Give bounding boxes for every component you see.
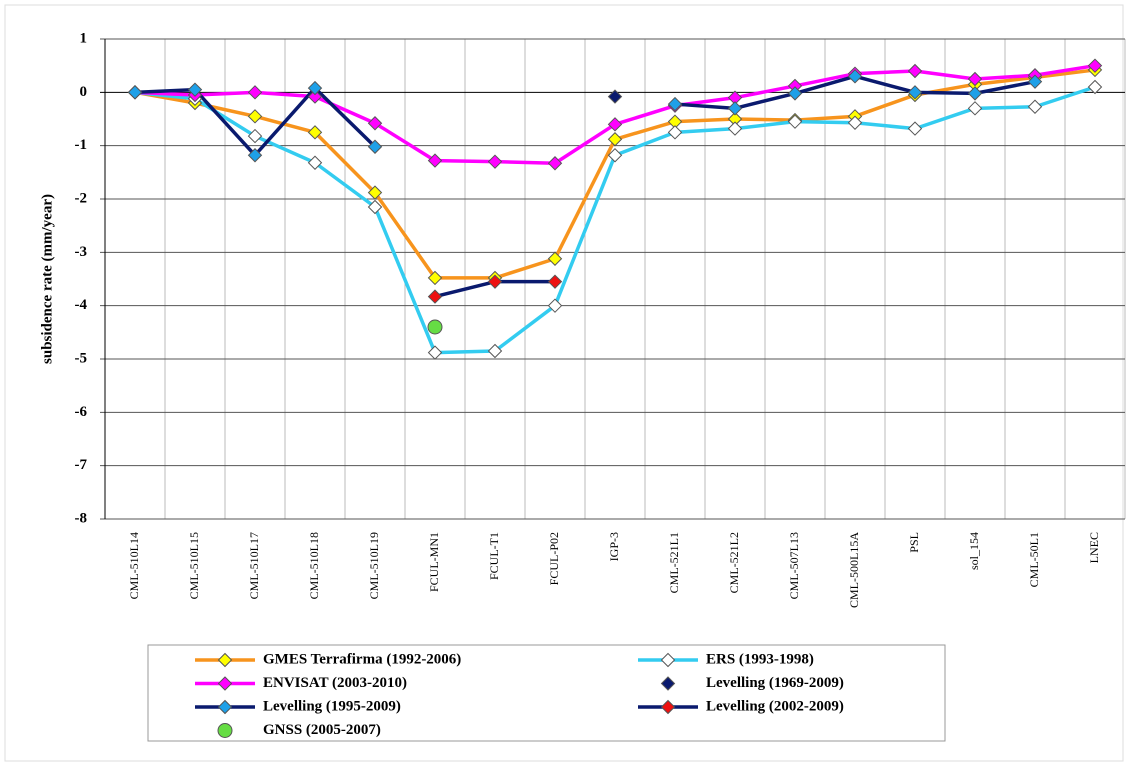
data-point xyxy=(247,85,263,100)
data-point xyxy=(547,156,563,171)
legend-label: GMES Terrafirma (1992-2006) xyxy=(263,651,461,667)
data-point xyxy=(847,115,863,130)
y-tick-label: -3 xyxy=(75,244,88,260)
y-tick-label: 1 xyxy=(80,30,88,46)
y-axis-label: subsidence rate (mm/year) xyxy=(39,194,55,364)
data-point xyxy=(907,121,923,136)
data-point xyxy=(427,270,443,286)
data-point xyxy=(1087,58,1103,73)
data-point xyxy=(247,128,263,144)
x-tick-label: CML-50L1 xyxy=(1027,532,1041,587)
x-tick-label: CML-521L2 xyxy=(727,532,741,593)
data-point xyxy=(907,85,923,100)
data-point xyxy=(427,345,443,360)
y-tick-label: -7 xyxy=(75,457,88,473)
data-point xyxy=(967,101,983,116)
data-point xyxy=(367,139,383,154)
data-point xyxy=(727,101,743,116)
x-tick-label: PSL xyxy=(907,532,921,553)
legend-marker xyxy=(217,699,233,715)
data-point xyxy=(487,274,503,289)
data-point xyxy=(787,114,803,129)
data-point xyxy=(1027,99,1043,114)
data-point xyxy=(307,80,323,96)
data-point xyxy=(247,109,263,124)
data-point xyxy=(367,199,383,215)
x-tick-label: FCUL-T1 xyxy=(487,532,501,580)
x-tick-label: FCUL-P02 xyxy=(547,532,561,585)
data-point xyxy=(487,343,503,359)
data-point xyxy=(667,96,683,112)
legend-label: ERS (1993-1998) xyxy=(706,651,814,667)
x-tick-label: LNEC xyxy=(1087,532,1101,563)
data-point xyxy=(667,125,683,140)
legend-box xyxy=(147,644,946,742)
data-point xyxy=(907,63,923,79)
data-point xyxy=(547,274,563,289)
data-point xyxy=(187,82,203,97)
legend-marker xyxy=(217,676,233,691)
data-point xyxy=(727,121,743,136)
legend-marker xyxy=(217,652,233,668)
legend-label: GNSS (2005-2007) xyxy=(263,722,381,738)
legend-marker xyxy=(660,699,676,715)
legend-marker xyxy=(217,723,233,738)
data-point xyxy=(427,153,443,168)
data-point xyxy=(547,298,563,313)
data-point xyxy=(967,71,983,87)
y-tick-label: -4 xyxy=(75,297,88,313)
data-point xyxy=(367,116,383,131)
y-tick-label: -6 xyxy=(75,404,88,420)
data-point xyxy=(1027,74,1043,89)
y-tick-label: -5 xyxy=(75,350,88,366)
data-point xyxy=(607,117,623,132)
data-point xyxy=(427,319,443,335)
y-tick-label: -1 xyxy=(75,137,88,153)
x-tick-label: sol_154 xyxy=(967,532,981,570)
y-tick-label: -8 xyxy=(75,510,88,526)
x-tick-label: CML-500L15A xyxy=(847,532,861,608)
x-tick-label: FCUL-MN1 xyxy=(427,532,441,592)
frame xyxy=(4,4,1124,762)
data-point xyxy=(427,289,443,304)
data-point xyxy=(307,89,323,104)
legend-label: Levelling (1969-2009) xyxy=(706,675,844,691)
data-point xyxy=(307,125,323,140)
data-point xyxy=(607,132,623,147)
legend-marker xyxy=(660,652,676,668)
legend-label: Levelling (1995-2009) xyxy=(263,698,401,714)
x-tick-label: CML-510L19 xyxy=(367,532,381,599)
data-point xyxy=(787,86,803,101)
data-point xyxy=(247,148,263,163)
legend-marker xyxy=(660,676,676,691)
x-tick-label: IGP-3 xyxy=(607,532,621,561)
x-tick-label: CML-510L14 xyxy=(127,532,141,599)
data-point xyxy=(367,185,383,200)
x-tick-label: CML-521L1 xyxy=(667,532,681,593)
x-tick-label: CML-507L13 xyxy=(787,532,801,599)
x-tick-label: CML-510L15 xyxy=(187,532,201,599)
data-point xyxy=(547,251,563,266)
data-point xyxy=(967,86,983,101)
y-tick-label: -2 xyxy=(75,190,88,206)
data-point xyxy=(127,85,143,100)
x-tick-label: CML-510L18 xyxy=(307,532,321,599)
data-point xyxy=(487,154,503,169)
data-point xyxy=(607,148,623,163)
data-point xyxy=(607,89,623,104)
data-point xyxy=(1087,79,1103,95)
data-point xyxy=(307,155,323,170)
y-tick-label: 0 xyxy=(80,84,88,100)
legend-label: Levelling (2002-2009) xyxy=(706,698,844,714)
data-point xyxy=(847,69,863,84)
legend-label: ENVISAT (2003-2010) xyxy=(263,675,407,691)
x-tick-label: CML-510L17 xyxy=(247,532,261,599)
